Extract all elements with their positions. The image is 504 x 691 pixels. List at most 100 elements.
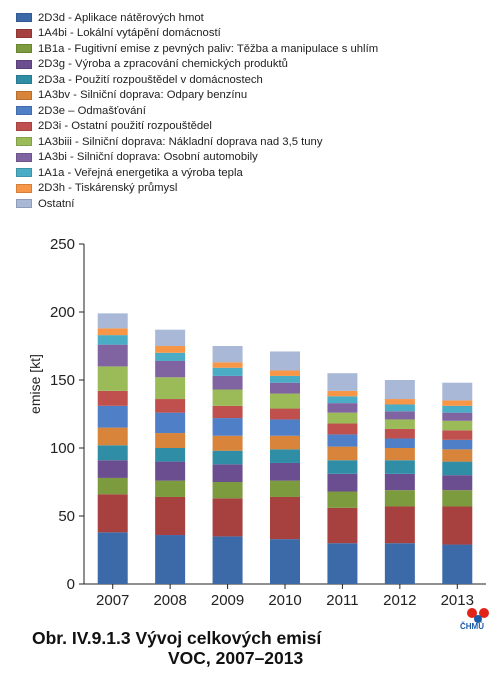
legend-item: 1A3bv - Silniční doprava: Odpary benzínu	[16, 88, 378, 104]
bar-segment	[442, 544, 473, 584]
legend-item: 1A1a - Veřejná energetika a výroba tepla	[16, 165, 378, 181]
bar-segment	[442, 475, 473, 491]
bar-segment	[327, 373, 358, 391]
legend-swatch	[16, 28, 32, 38]
bar-segment	[97, 532, 128, 584]
legend-label: 1A3bi - Silniční doprava: Osobní automob…	[38, 151, 258, 164]
bar-segment	[212, 367, 243, 376]
bar-segment	[327, 473, 358, 492]
x-tick-label: 2008	[153, 592, 186, 609]
legend-label: 2D3e – Odmašťování	[38, 104, 146, 117]
bar-segment	[270, 375, 300, 383]
bar-segment	[270, 419, 300, 436]
bar-segment	[212, 389, 243, 406]
legend-item: 1B1a - Fugitivní emise z pevných paliv: …	[16, 41, 378, 57]
chmu-logo-icon	[467, 608, 489, 623]
legend-label: Ostatní	[38, 197, 75, 210]
bar-segment	[97, 477, 128, 495]
bar-segment	[270, 539, 300, 584]
bar-segment	[442, 430, 473, 440]
logo-text: ČHMÚ	[460, 622, 484, 631]
bar-segment	[270, 382, 300, 394]
legend-label: 1A4bi - Lokální vytápění domácností	[38, 27, 221, 40]
bar-segment	[327, 390, 358, 397]
legend-item: 1A3bi - Silniční doprava: Osobní automob…	[16, 150, 378, 166]
y-tick-label: 150	[50, 372, 75, 389]
bar-segment	[327, 412, 358, 424]
legend-swatch	[16, 121, 32, 131]
legend-label: 2D3i - Ostatní použití rozpouštědel	[38, 120, 212, 133]
bar-segment	[327, 423, 358, 435]
bar-segment	[384, 419, 415, 429]
bar-segment	[442, 382, 473, 401]
bar-segment	[155, 448, 186, 462]
bar-segment	[97, 494, 128, 533]
legend-swatch	[16, 183, 32, 193]
y-tick-label: 50	[58, 508, 75, 525]
bar-segment	[155, 377, 186, 400]
legend-item: 2D3d - Aplikace nátěrových hmot	[16, 10, 378, 26]
legend-label: 1A3biii - Silniční doprava: Nákladní dop…	[38, 135, 323, 148]
legend-label: 1A1a - Veřejná energetika a výroba tepla	[38, 166, 243, 179]
bar-segment	[97, 390, 128, 406]
legend-swatch	[16, 44, 32, 54]
bar-segment	[384, 438, 415, 448]
bar-segment	[97, 313, 128, 329]
bar-segment	[327, 434, 358, 447]
bar-segment	[212, 450, 243, 465]
bar-segment	[442, 420, 473, 431]
bar-segment	[212, 362, 243, 368]
x-tick-label: 2010	[268, 592, 301, 609]
bar-segment	[212, 498, 243, 537]
bar-segment	[155, 461, 186, 481]
bar-segment	[327, 396, 358, 404]
legend-item: Ostatní	[16, 196, 378, 212]
y-axis-title: emise [kt]	[27, 354, 43, 414]
bar-segment	[270, 351, 300, 371]
bar-segment	[270, 435, 300, 450]
y-tick-label: 250	[50, 236, 75, 253]
bar-segment	[327, 507, 358, 544]
legend-label: 2D3g - Výroba a zpracování chemických pr…	[38, 58, 288, 71]
legend-swatch	[16, 199, 32, 209]
bar-segment	[97, 445, 128, 461]
legend-swatch	[16, 75, 32, 85]
bar-segment	[327, 460, 358, 474]
bar-segment	[97, 405, 128, 428]
bar-segment	[212, 418, 243, 436]
bar-segment	[155, 346, 186, 353]
bar-segment	[155, 433, 186, 448]
bar-segment	[442, 506, 473, 545]
bar-segment	[442, 439, 473, 450]
bar-segment	[327, 446, 358, 461]
bar-segment	[327, 543, 358, 584]
bar-segment	[155, 399, 186, 413]
x-tick-label: 2011	[326, 592, 358, 609]
y-tick-label: 200	[50, 304, 75, 321]
legend-swatch	[16, 13, 32, 23]
bar-segment	[384, 506, 415, 544]
y-tick-label: 100	[50, 440, 75, 457]
x-tick-label: 2012	[383, 592, 416, 609]
bar-segment	[212, 405, 243, 419]
legend-label: 2D3d - Aplikace nátěrových hmot	[38, 11, 204, 24]
legend-swatch	[16, 106, 32, 116]
bar-segment	[270, 480, 300, 497]
x-tick-label: 2013	[441, 592, 474, 609]
bar-segment	[384, 490, 415, 507]
bar-segment	[384, 404, 415, 412]
bar-segment	[442, 490, 473, 507]
bar-segment	[212, 346, 243, 363]
legend-item: 1A3biii - Silniční doprava: Nákladní dop…	[16, 134, 378, 150]
caption-line-1: Obr. IV.9.1.3 Vývoj celkových emisí	[32, 628, 322, 648]
legend-swatch	[16, 137, 32, 147]
legend-item: 2D3e – Odmašťování	[16, 103, 378, 119]
bar-segment	[155, 535, 186, 584]
legend-label: 2D3h - Tiskárenský průmysl	[38, 182, 178, 195]
bar-segment	[155, 360, 186, 378]
bar-segment	[155, 412, 186, 434]
bar-segment	[384, 428, 415, 439]
bar-segment	[155, 352, 186, 361]
bar-segment	[270, 496, 300, 540]
legend-item: 2D3i - Ostatní použití rozpouštědel	[16, 119, 378, 135]
